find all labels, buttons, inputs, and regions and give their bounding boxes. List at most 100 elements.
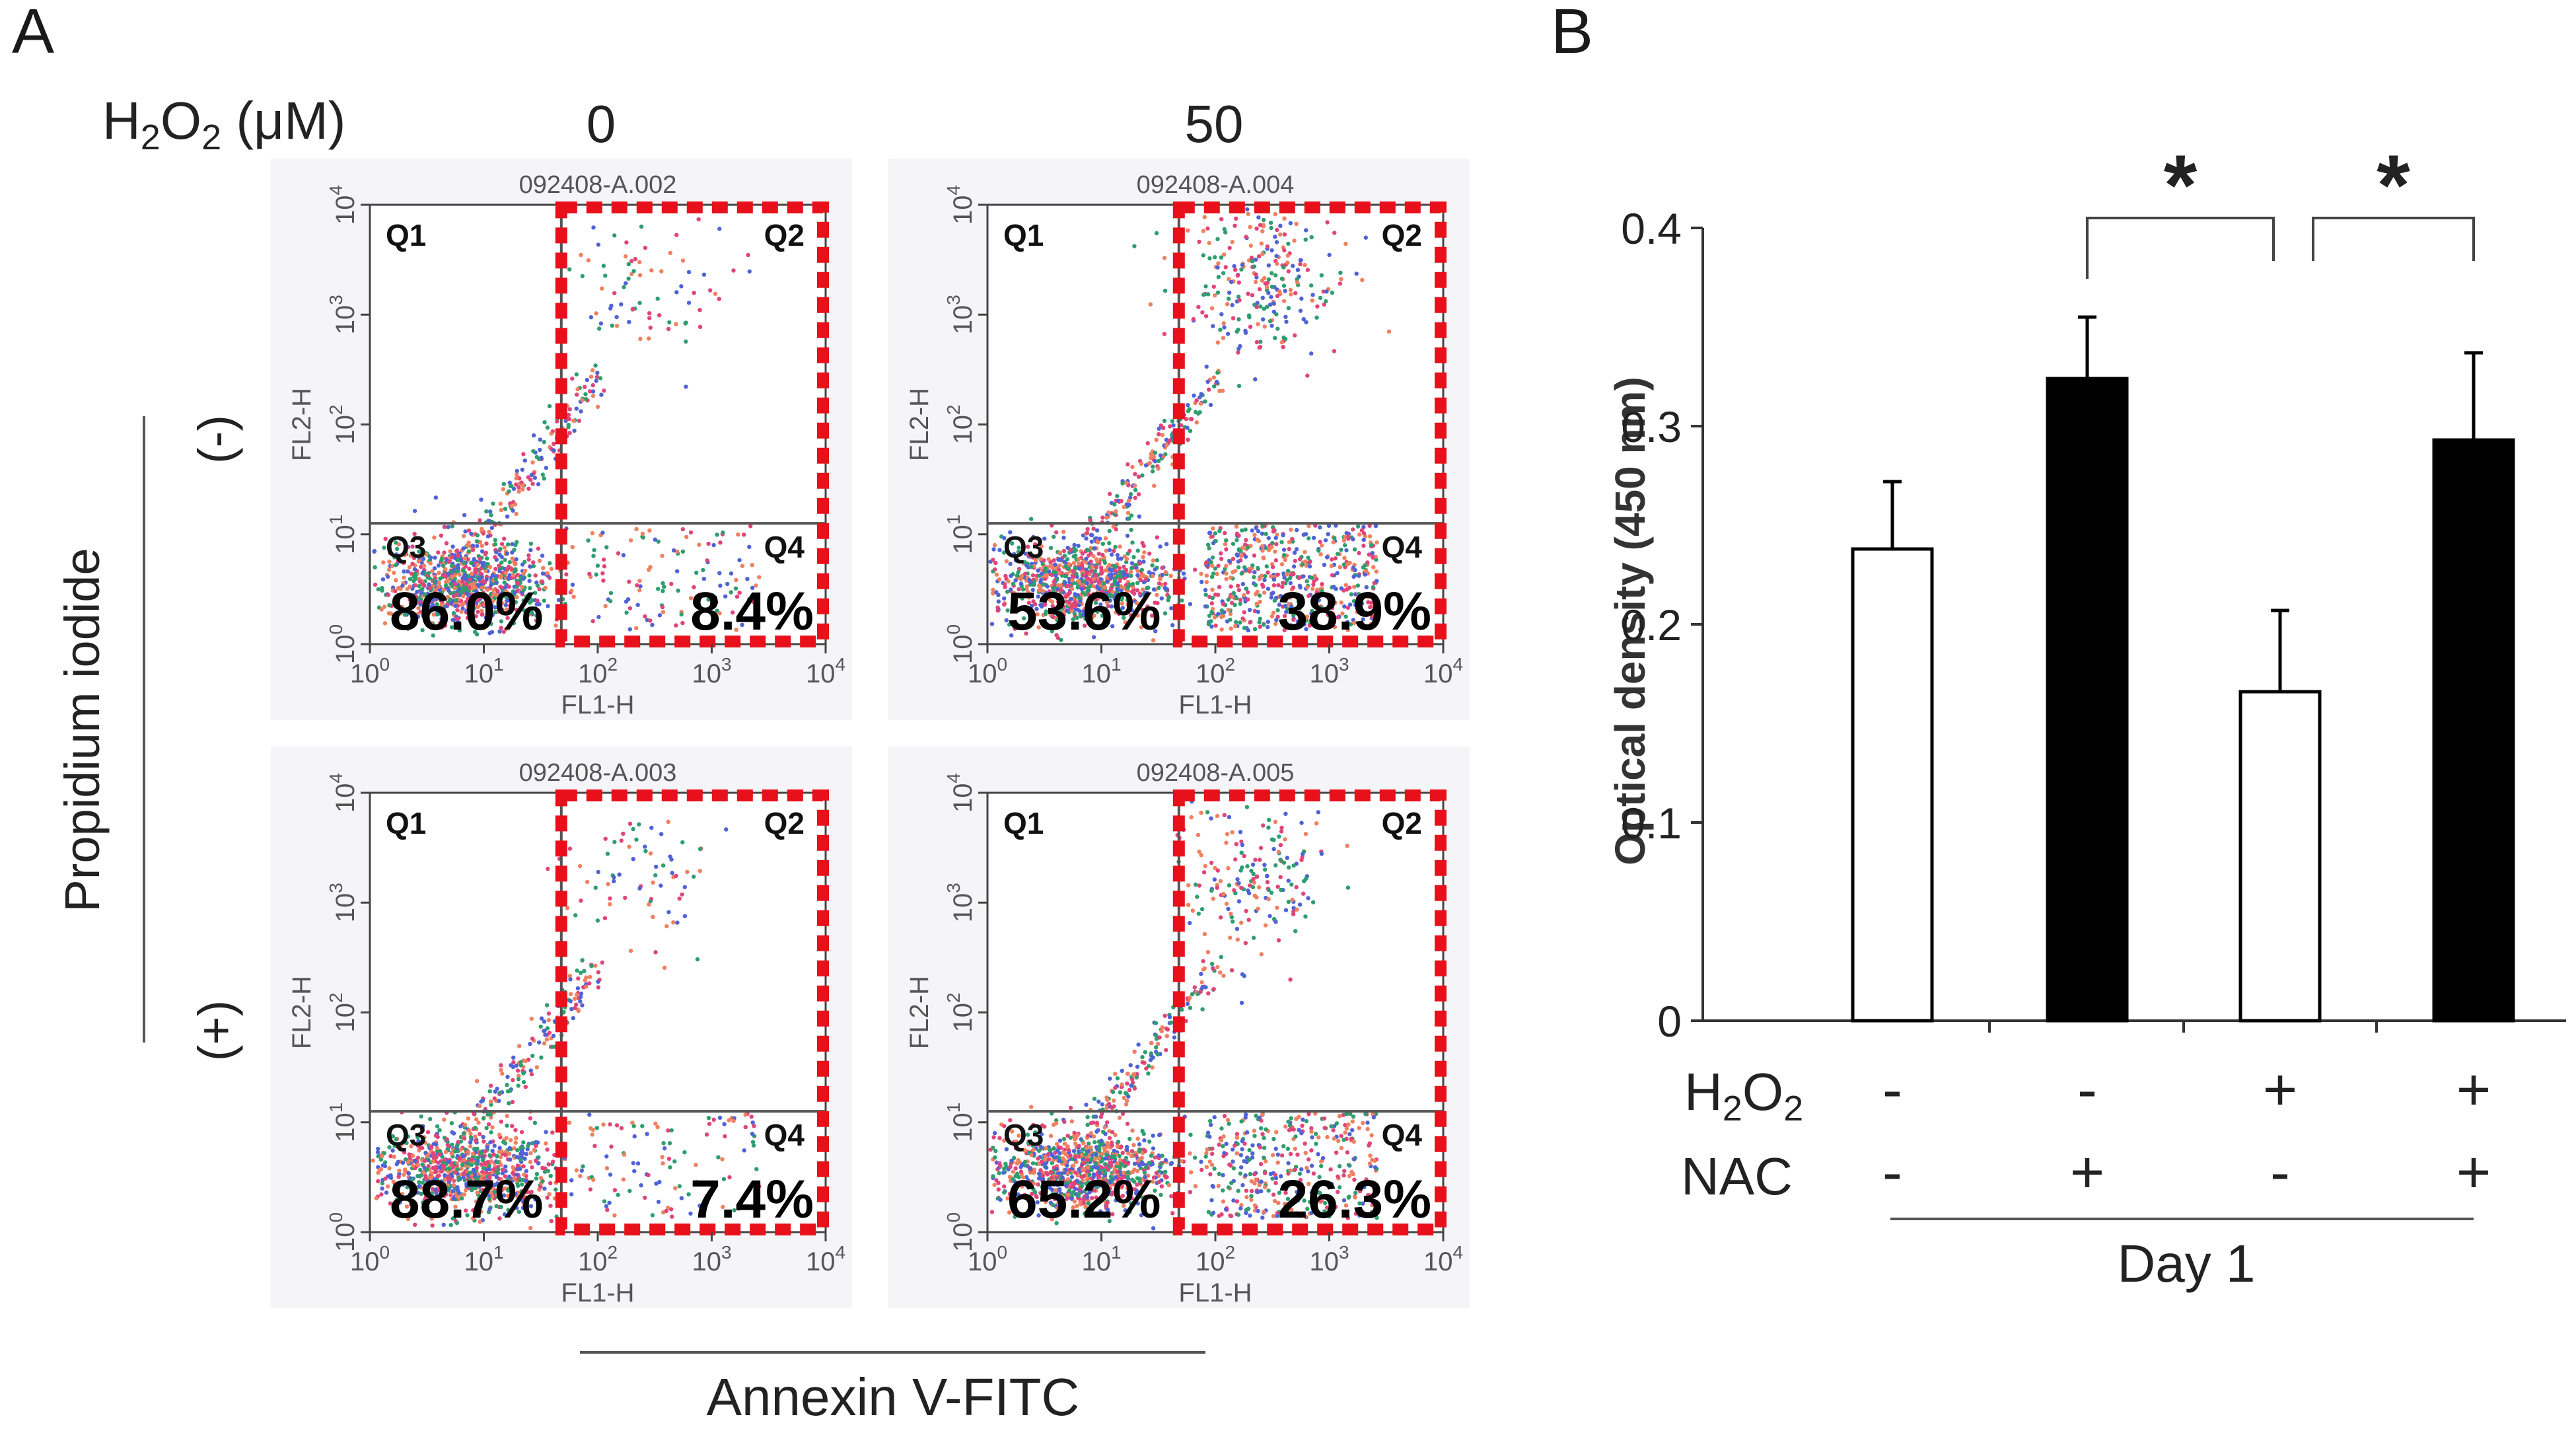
event-dot <box>1231 556 1236 562</box>
event-dot <box>521 571 526 576</box>
event-dot <box>1213 255 1217 260</box>
event-dot <box>1163 581 1168 586</box>
event-dot <box>1103 536 1108 540</box>
event-dot <box>1281 547 1287 552</box>
event-dot <box>507 480 512 485</box>
event-dot <box>538 437 542 442</box>
event-dot <box>530 482 535 486</box>
event-dot <box>1268 302 1273 307</box>
event-dot <box>1271 583 1277 588</box>
event-dot <box>1130 464 1135 469</box>
event-dot <box>659 832 664 836</box>
event-dot <box>1336 552 1340 556</box>
event-dot <box>1128 492 1133 497</box>
event-dot <box>1306 536 1311 541</box>
event-dot <box>1216 275 1221 279</box>
event-dot <box>653 1121 658 1126</box>
event-dot <box>475 562 480 567</box>
event-dot <box>583 385 587 389</box>
event-dot <box>489 630 495 634</box>
event-dot <box>991 1135 996 1140</box>
event-dot <box>534 602 539 606</box>
event-dot <box>489 1099 493 1104</box>
event-dot <box>1211 375 1217 380</box>
event-dot <box>1248 620 1252 625</box>
event-dot <box>1163 1169 1168 1175</box>
event-dot <box>476 605 480 610</box>
event-dot <box>731 1118 736 1123</box>
event-dot <box>1359 528 1365 532</box>
event-dot <box>1233 223 1237 228</box>
event-dot <box>1199 579 1204 584</box>
event-dot <box>1071 1149 1077 1154</box>
event-dot <box>1246 628 1251 633</box>
event-dot <box>1246 211 1250 217</box>
event-dot <box>493 542 498 547</box>
event-dot <box>718 540 723 545</box>
event-dot <box>515 1068 520 1073</box>
event-dot <box>992 542 997 548</box>
event-dot <box>1225 332 1231 336</box>
event-dot <box>1065 557 1070 562</box>
event-dot <box>1151 558 1156 563</box>
event-dot <box>1353 568 1357 573</box>
event-dot <box>1330 573 1335 577</box>
event-dot <box>1126 462 1130 467</box>
event-dot <box>1273 558 1279 563</box>
event-dot <box>1158 453 1163 458</box>
event-dot <box>551 1033 556 1039</box>
event-dot <box>1289 527 1293 532</box>
event-dot <box>1287 575 1293 581</box>
event-dot <box>694 1163 698 1167</box>
event-dot <box>372 549 376 554</box>
event-dot <box>1063 574 1068 579</box>
event-dot <box>515 1148 520 1153</box>
event-dot <box>410 1163 415 1168</box>
event-dot <box>1259 241 1264 246</box>
event-dot <box>648 618 653 623</box>
event-dot <box>1087 1141 1091 1146</box>
event-dot <box>380 1181 385 1186</box>
event-dot <box>1118 544 1122 549</box>
event-dot <box>627 1189 632 1193</box>
event-dot <box>1073 566 1078 571</box>
event-dot <box>480 527 484 531</box>
event-dot <box>1106 510 1111 515</box>
event-dot <box>1250 528 1254 533</box>
event-dot <box>1129 566 1134 570</box>
event-dot <box>696 621 701 626</box>
event-dot <box>464 591 470 596</box>
event-dot <box>605 852 610 856</box>
event-dot <box>545 1026 550 1031</box>
event-dot <box>1236 350 1240 355</box>
event-dot <box>447 588 451 593</box>
event-dot <box>498 1090 503 1095</box>
event-dot <box>1213 538 1218 544</box>
event-dot <box>589 315 594 320</box>
event-dot <box>657 313 662 318</box>
event-dot <box>421 613 425 618</box>
event-dot <box>417 595 422 601</box>
event-dot <box>513 568 518 573</box>
event-dot <box>669 581 674 587</box>
y-axis-name: FL2-H <box>287 388 316 461</box>
event-dot <box>503 585 507 590</box>
event-dot <box>578 994 583 1000</box>
event-dot <box>1163 585 1167 591</box>
event-dot <box>430 569 435 573</box>
y-tick-label: 104 <box>326 185 360 225</box>
event-dot <box>1233 620 1238 624</box>
event-dot <box>521 1071 526 1076</box>
event-dot <box>490 1148 495 1154</box>
event-dot <box>554 1187 558 1192</box>
event-dot <box>653 537 657 542</box>
event-dot <box>519 1063 523 1068</box>
event-dot <box>1061 1136 1067 1142</box>
event-dot <box>698 869 702 873</box>
event-dot <box>1224 564 1229 568</box>
event-dot <box>582 969 587 974</box>
event-dot <box>474 1117 479 1122</box>
event-dot <box>463 582 468 587</box>
event-dot <box>510 556 515 561</box>
